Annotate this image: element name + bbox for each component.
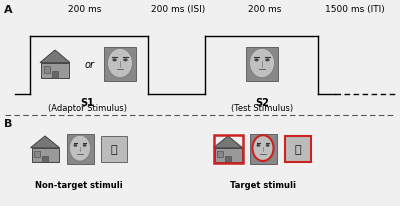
Bar (104, 48, 136, 82)
Bar (52, 72, 58, 79)
Bar (42, 156, 48, 162)
Text: (Test Stimulus): (Test Stimulus) (231, 103, 293, 112)
Bar (34, 151, 40, 157)
Polygon shape (214, 136, 242, 148)
Bar (44, 67, 50, 73)
Text: (Adaptor Stimulus): (Adaptor Stimulus) (48, 103, 126, 112)
Ellipse shape (124, 60, 127, 62)
Text: Target stimuli: Target stimuli (230, 180, 296, 189)
Text: S1: S1 (80, 97, 94, 108)
Ellipse shape (257, 145, 260, 147)
Ellipse shape (70, 136, 90, 161)
Ellipse shape (83, 145, 86, 147)
Bar (214, 148, 242, 162)
Ellipse shape (266, 60, 269, 62)
Ellipse shape (250, 49, 274, 78)
Ellipse shape (266, 145, 269, 147)
Bar (32, 148, 58, 162)
Text: 1500 ms (ITI): 1500 ms (ITI) (325, 5, 385, 14)
Text: 部: 部 (295, 144, 301, 154)
Text: S2: S2 (255, 97, 269, 108)
Text: 200 ms: 200 ms (248, 5, 282, 14)
Bar (285, 136, 311, 162)
Bar (41, 63, 69, 79)
Text: 200 ms (ISI): 200 ms (ISI) (151, 5, 205, 14)
Ellipse shape (108, 49, 132, 78)
Bar (214, 135, 242, 163)
Text: B: B (4, 118, 12, 128)
Bar (66, 134, 94, 164)
Text: 部: 部 (111, 144, 117, 154)
Polygon shape (30, 136, 60, 148)
Polygon shape (40, 51, 70, 63)
Bar (225, 156, 231, 162)
Bar (101, 136, 127, 162)
Ellipse shape (255, 60, 258, 62)
Ellipse shape (113, 60, 116, 62)
Text: Non-target stimuli: Non-target stimuli (35, 180, 123, 189)
Ellipse shape (74, 145, 77, 147)
Ellipse shape (252, 136, 274, 161)
Text: or: or (85, 60, 95, 70)
Text: 200 ms: 200 ms (68, 5, 102, 14)
Bar (250, 134, 276, 164)
Text: A: A (4, 5, 13, 15)
Bar (217, 151, 223, 157)
Bar (246, 48, 278, 82)
